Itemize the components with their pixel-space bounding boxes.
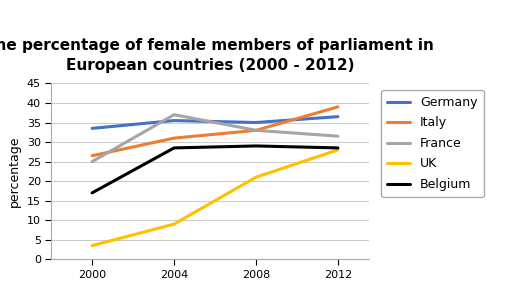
Belgium [89,191,95,195]
Legend: Germany, Italy, France, UK, Belgium: Germany, Italy, France, UK, Belgium [381,90,484,197]
Title: The percentage of female members of parliament in
European countries (2000 - 201: The percentage of female members of parl… [0,38,434,72]
France [253,128,259,132]
Germany [335,115,341,118]
Germany [89,127,95,130]
Belgium [171,146,177,150]
Belgium [335,146,341,150]
Y-axis label: percentage: percentage [8,136,21,207]
Italy [253,128,259,132]
UK [171,222,177,226]
Line: Belgium: Belgium [92,146,338,193]
UK [253,176,259,179]
Line: Italy: Italy [92,107,338,156]
France [89,160,95,163]
Germany [171,119,177,122]
Italy [335,105,341,109]
Line: Germany: Germany [92,117,338,128]
UK [335,148,341,152]
Line: UK: UK [92,150,338,246]
Italy [89,154,95,158]
France [335,134,341,138]
France [171,113,177,117]
Italy [171,136,177,140]
UK [89,244,95,247]
Line: France: France [92,115,338,162]
Germany [253,121,259,124]
Belgium [253,144,259,148]
